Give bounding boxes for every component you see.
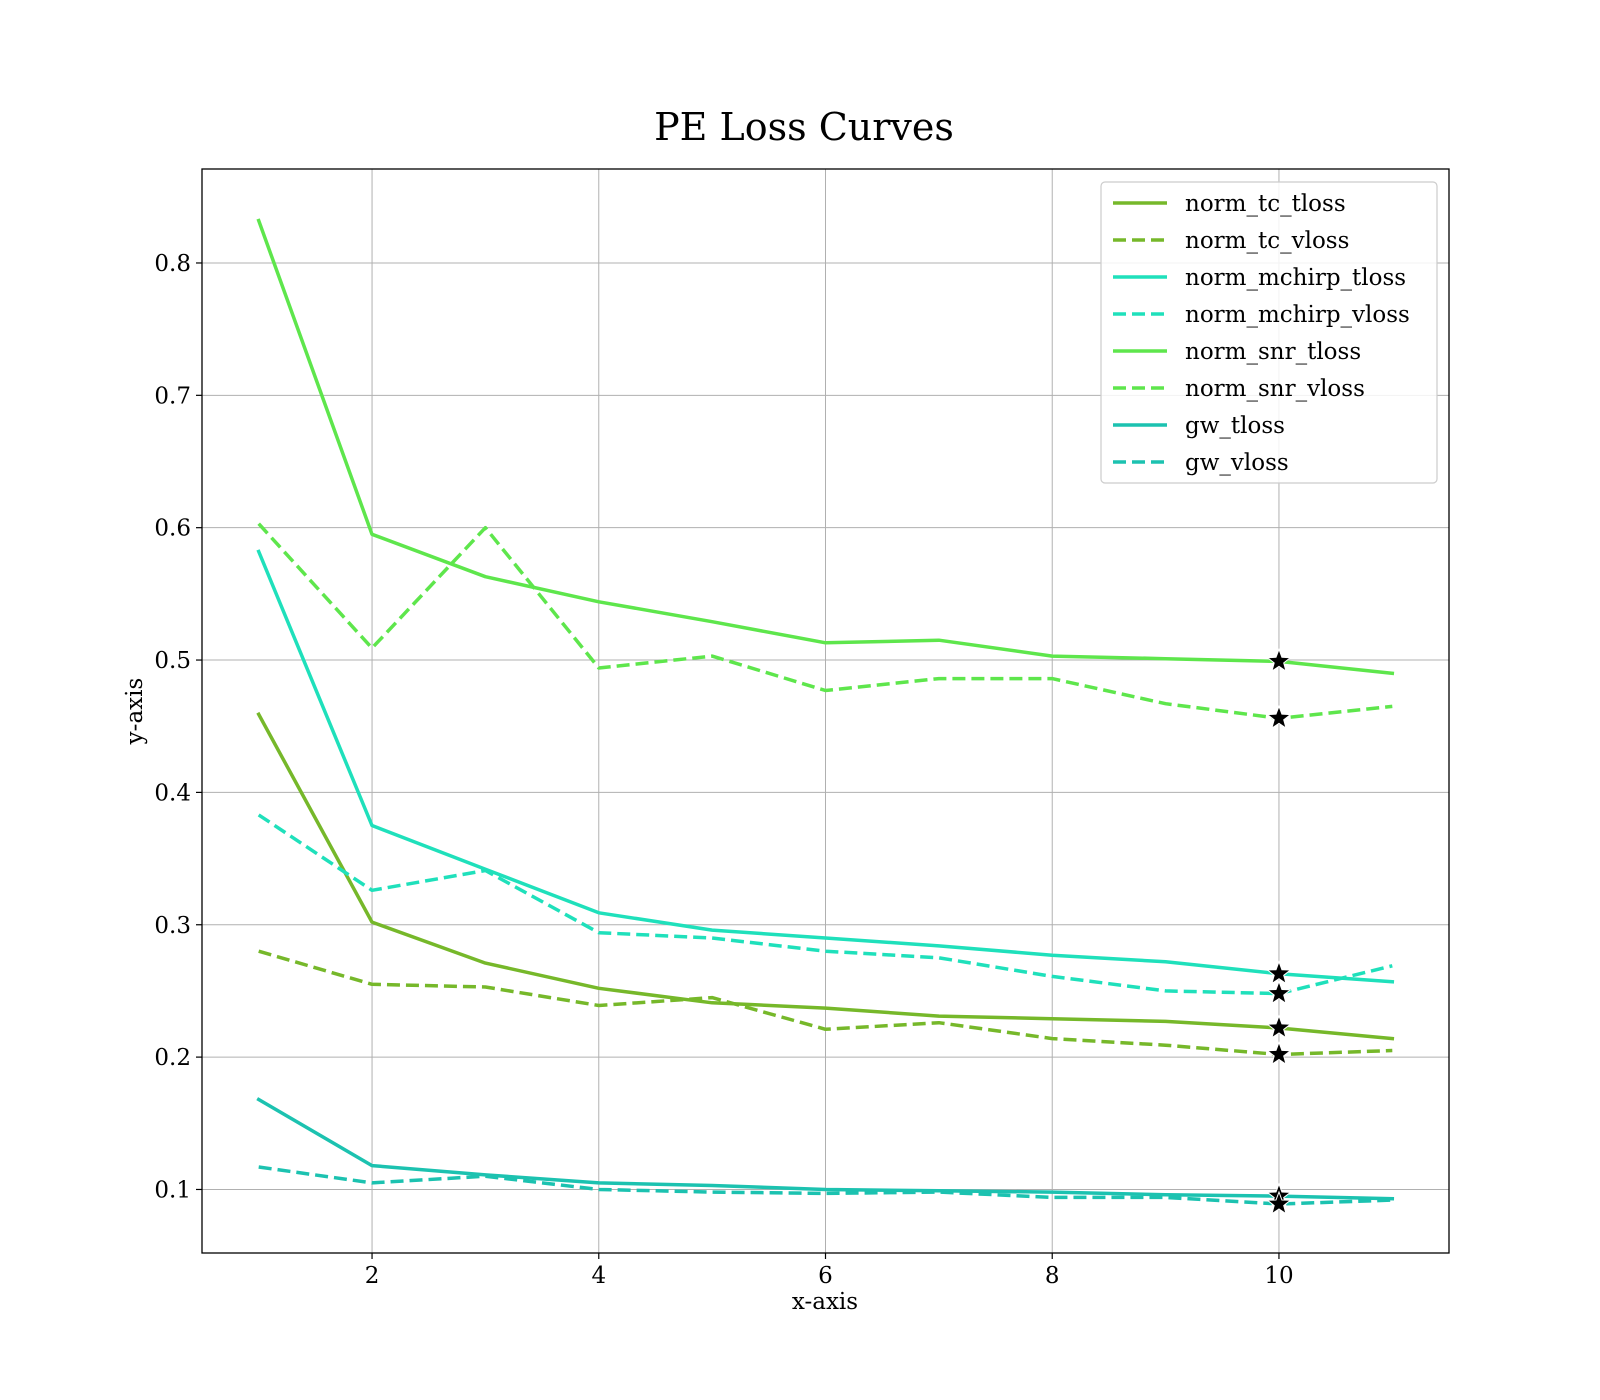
series-line-gw-vloss [258, 1165, 1393, 1206]
legend-label-norm-mchirp-tloss: norm_mchirp_tloss [1185, 265, 1406, 291]
legend: norm_tc_tloss norm_tc_vloss norm_mchirp_tl… [1100, 181, 1438, 484]
plot-series [256, 218, 1395, 1206]
star-marker [1266, 1190, 1292, 1215]
x-tick-label: 6 [818, 1263, 833, 1289]
series-line-gw-tloss [256, 1097, 1395, 1201]
star-marker [1266, 1041, 1292, 1066]
star-marker [1266, 1014, 1292, 1039]
y-tick-label: 0.5 [154, 648, 191, 674]
x-axis-label: x-axis [792, 1289, 858, 1315]
y-tick-label: 0.6 [154, 516, 191, 542]
best-epoch-markers [1266, 647, 1292, 1215]
legend-label-norm-tc-vloss: norm_tc_vloss [1185, 228, 1349, 254]
y-tick-label: 0.7 [154, 383, 191, 409]
legend-label-norm-snr-tloss: norm_snr_tloss [1185, 339, 1361, 365]
legend-label-gw-vloss: gw_vloss [1185, 450, 1289, 476]
legend-label-gw-tloss: gw_tloss [1185, 413, 1285, 439]
star-marker [1266, 980, 1292, 1005]
legend-label-norm-mchirp-vloss: norm_mchirp_vloss [1185, 302, 1410, 328]
y-tick-label: 0.4 [154, 780, 191, 806]
y-tick-label: 0.2 [154, 1045, 191, 1071]
y-tick-label: 0.8 [154, 251, 191, 277]
y-axis-label: y-axis [122, 678, 148, 746]
x-tick-label: 8 [1045, 1263, 1060, 1289]
series-line-norm-tc-vloss [258, 949, 1393, 1057]
legend-label-norm-snr-vloss: norm_snr_vloss [1185, 376, 1365, 402]
series-line-norm-tc-tloss [256, 711, 1395, 1041]
x-tick-label: 10 [1264, 1263, 1293, 1289]
series-line-norm-mchirp-vloss [257, 813, 1393, 996]
legend-box [1100, 181, 1438, 484]
series-line-norm-snr-vloss [257, 522, 1393, 721]
star-marker [1266, 647, 1292, 673]
star-marker [1266, 704, 1292, 730]
y-tick-label: 0.1 [154, 1177, 191, 1203]
x-tick-label: 2 [365, 1263, 380, 1289]
series-line-norm-snr-tloss [256, 218, 1395, 676]
axis-ticks: 2 4 6 8 10 0.1 0.2 0.3 0.4 0.5 0.6 0.7 0.8 [154, 251, 1293, 1289]
x-tick-label: 4 [591, 1263, 606, 1289]
legend-label-norm-tc-tloss: norm_tc_tloss [1185, 191, 1346, 217]
chart-title: PE Loss Curves [654, 105, 954, 149]
series-line-norm-mchirp-tloss [256, 549, 1395, 984]
y-tick-label: 0.3 [154, 913, 191, 939]
star-marker [1266, 960, 1292, 985]
